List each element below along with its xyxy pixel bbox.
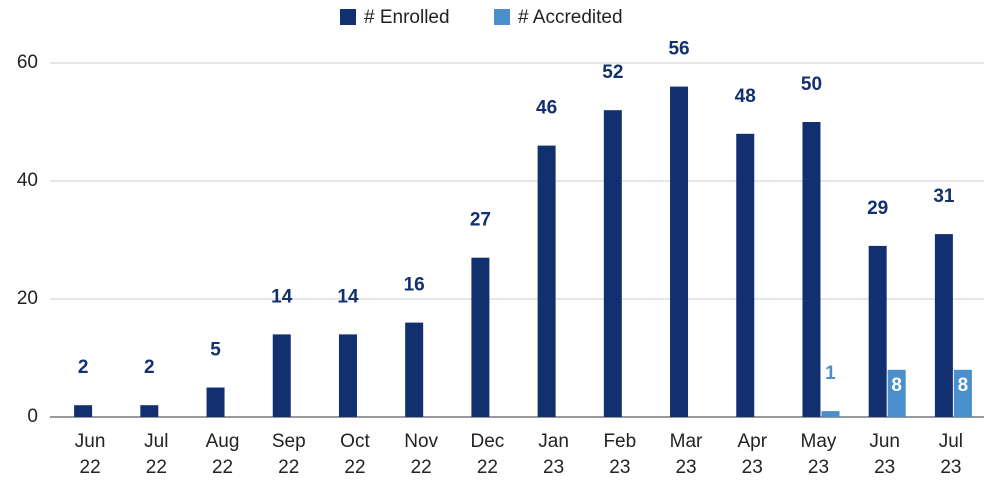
x-tick-label: May 23 <box>801 431 837 478</box>
x-tick-label: Jul 22 <box>144 431 168 478</box>
x-tick-label: Aug 22 <box>206 431 240 478</box>
x-tick-label: Mar 23 <box>670 431 703 478</box>
value-label: 14 <box>337 286 359 307</box>
x-tick-label: Oct 22 <box>340 431 370 478</box>
value-label: 5 <box>210 340 221 361</box>
bar <box>887 369 906 417</box>
bar <box>670 86 689 417</box>
value-label: 2 <box>78 357 89 378</box>
legend-swatch <box>340 9 356 25</box>
value-label: 29 <box>867 198 888 219</box>
bar <box>953 369 972 417</box>
y-tick-label: 20 <box>17 288 38 309</box>
value-label: 46 <box>536 98 557 119</box>
x-tick-label: Nov 22 <box>404 431 438 478</box>
value-label: 48 <box>735 86 756 107</box>
bar <box>140 405 159 417</box>
bar <box>821 411 840 417</box>
value-label: 50 <box>801 74 822 95</box>
x-tick-label: Sep 22 <box>272 431 306 478</box>
bar <box>537 145 556 417</box>
bar <box>206 387 225 417</box>
bar <box>868 245 887 417</box>
x-tick-label: Dec 22 <box>470 431 504 478</box>
value-label: 8 <box>958 375 969 396</box>
x-tick-label: Jun 22 <box>75 431 106 478</box>
value-label: 1 <box>825 363 836 384</box>
value-label: 31 <box>933 186 955 207</box>
bar <box>934 234 953 417</box>
legend-swatch <box>494 9 510 25</box>
value-label: 8 <box>891 375 902 396</box>
value-label: 56 <box>668 39 689 60</box>
x-tick-label: Jan 23 <box>538 431 569 478</box>
bar <box>272 334 291 417</box>
value-label: 52 <box>602 62 623 83</box>
x-tick-label: Feb 23 <box>603 431 636 478</box>
y-tick-label: 60 <box>17 52 38 73</box>
x-tick-label: Jul 23 <box>939 431 963 478</box>
x-tick-label: Apr 23 <box>737 431 767 478</box>
value-label: 14 <box>271 286 293 307</box>
y-tick-label: 0 <box>27 406 38 427</box>
legend-label: # Accredited <box>518 7 623 28</box>
x-tick-label: Jun 23 <box>869 431 900 478</box>
bar <box>471 257 490 417</box>
value-label: 2 <box>144 357 155 378</box>
bar <box>74 405 93 417</box>
value-label: 27 <box>470 210 491 231</box>
bar <box>802 122 821 417</box>
bar <box>405 322 424 417</box>
legend-label: # Enrolled <box>364 7 450 28</box>
bar <box>736 133 755 418</box>
bar <box>338 334 357 417</box>
bar <box>603 110 622 417</box>
value-label: 16 <box>404 275 425 296</box>
y-tick-label: 40 <box>17 170 38 191</box>
